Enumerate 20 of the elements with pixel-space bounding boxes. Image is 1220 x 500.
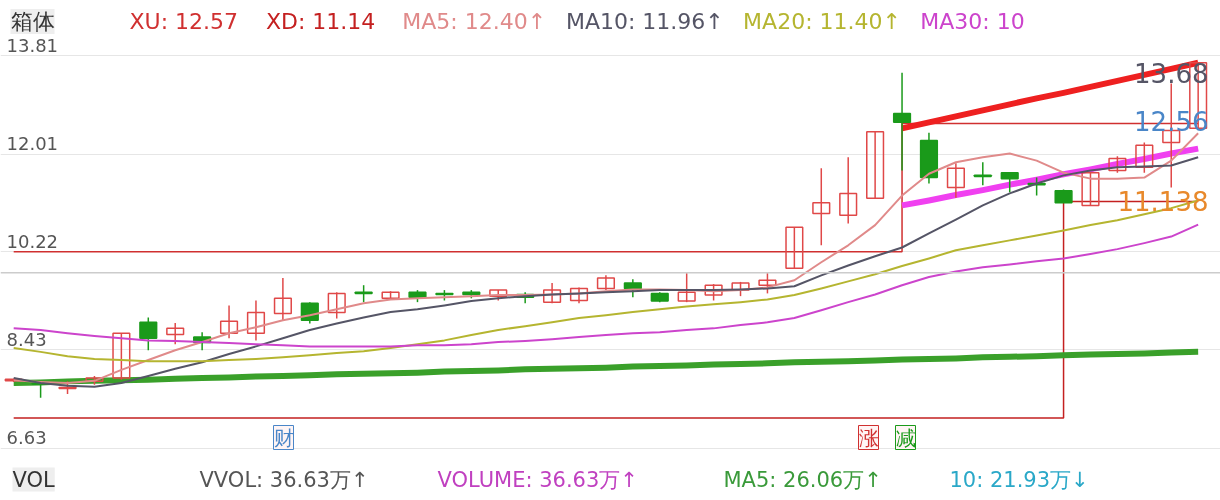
text: MA30: 10 xyxy=(920,9,1025,34)
annotation: 10: 21.93万↓ xyxy=(949,467,1089,492)
y-tick-label: 8.43 xyxy=(6,328,47,350)
y-tick-label: 6.63 xyxy=(6,427,47,449)
chart-title: 箱体 xyxy=(10,9,55,34)
annotation: VOLUME: 36.63万↑ xyxy=(437,467,638,492)
text: XD: 11.14 xyxy=(265,9,376,34)
annotation: 涨 xyxy=(858,425,879,450)
text: MA10: 11.96↑ xyxy=(565,9,724,34)
text: MA5: 12.40↑ xyxy=(402,9,547,34)
y-tick-label: 10.22 xyxy=(6,230,59,252)
annotation: 减 xyxy=(895,425,916,450)
annotation: MA5: 26.06万↑ xyxy=(723,467,882,492)
text: MA20: 11.40↑ xyxy=(743,9,901,34)
annotation: VVOL: 36.63万↑ xyxy=(199,467,369,492)
text: XU: 12.57 xyxy=(129,9,239,34)
annotation: VOL xyxy=(12,467,56,492)
y-tick-label: 12.01 xyxy=(6,133,59,155)
annotation: 财 xyxy=(273,425,294,450)
y-tick-label: 13.81 xyxy=(6,34,59,56)
